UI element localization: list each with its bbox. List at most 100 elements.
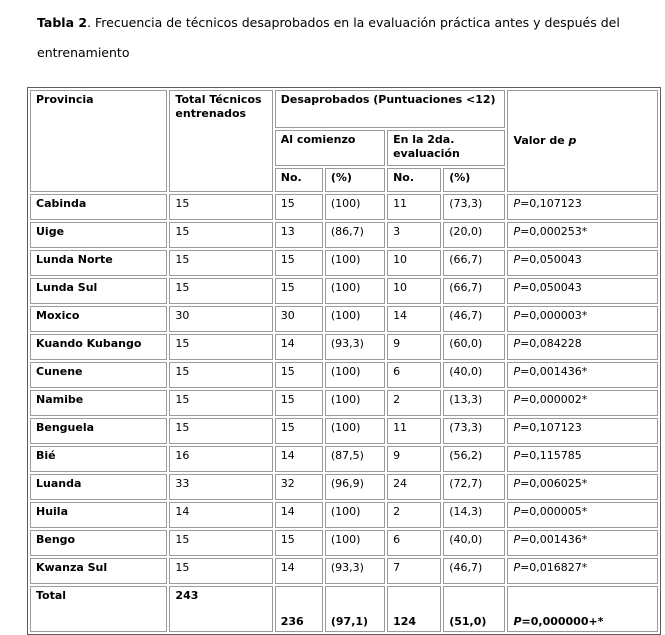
p-number: =0,000002* bbox=[520, 393, 588, 406]
p-number: =0,000005* bbox=[520, 505, 588, 518]
p-symbol: P bbox=[513, 615, 522, 628]
p-number: =0,107123 bbox=[520, 197, 582, 210]
cell-total-entrenados: 15 bbox=[169, 418, 273, 444]
cell-no-segunda: 2 bbox=[387, 502, 442, 528]
cell-no-comienzo: 15 bbox=[274, 418, 323, 444]
cell-total-entrenados: 16 bbox=[169, 446, 273, 472]
cell-pct-segunda: (46,7) bbox=[443, 306, 506, 332]
header-desaprobados: Desaprobados (Puntuaciones <12) bbox=[274, 90, 506, 128]
p-symbol: P bbox=[513, 337, 521, 350]
cell-pct-segunda: (66,7) bbox=[443, 278, 506, 304]
cell-pct-comienzo: (100) bbox=[324, 418, 386, 444]
cell-total-entrenados: 15 bbox=[169, 334, 273, 360]
header-p-symbol: p bbox=[568, 134, 577, 147]
cell-no-segunda: 10 bbox=[387, 278, 442, 304]
cell-pct-comienzo: (100) bbox=[324, 362, 386, 388]
p-symbol: P bbox=[513, 561, 521, 574]
cell-pct-comienzo: (100) bbox=[324, 278, 386, 304]
table-row: Huila 14 14 (100) 2 (14,3) P=0,000005* bbox=[30, 502, 658, 528]
cell-pct-comienzo: (100) bbox=[324, 390, 386, 416]
cell-total-entrenados: 33 bbox=[169, 474, 273, 500]
table-row: Kwanza Sul 15 14 (93,3) 7 (46,7) P=0,016… bbox=[30, 558, 658, 584]
cell-provincia: Lunda Sul bbox=[30, 278, 168, 304]
table-row: Lunda Sul 15 15 (100) 10 (66,7) P=0,0500… bbox=[30, 278, 658, 304]
cell-pct-segunda: (20,0) bbox=[443, 222, 506, 248]
cell-pct-comienzo: (100) bbox=[324, 502, 386, 528]
total-row: Total 243 236 (97,1) 124 (51,0) P=0,0000… bbox=[30, 586, 658, 632]
table-body: Cabinda 15 15 (100) 11 (73,3) P=0,107123… bbox=[30, 194, 658, 584]
header-no-segunda: No. bbox=[387, 168, 442, 192]
cell-no-segunda: 14 bbox=[387, 306, 442, 332]
cell-valor-p: P=0,001436* bbox=[507, 362, 658, 388]
p-number: =0,084228 bbox=[520, 337, 582, 350]
cell-no-comienzo: 14 bbox=[274, 334, 323, 360]
cell-valor-p: P=0,000002* bbox=[507, 390, 658, 416]
cell-valor-p: P=0,006025* bbox=[507, 474, 658, 500]
header-provincia: Provincia bbox=[30, 90, 168, 192]
header-valor-p: Valor de p bbox=[507, 90, 658, 192]
p-symbol: P bbox=[513, 225, 521, 238]
table-row: Cabinda 15 15 (100) 11 (73,3) P=0,107123 bbox=[30, 194, 658, 220]
cell-total-entrenados: 15 bbox=[169, 222, 273, 248]
cell-pct-segunda: (51,0) bbox=[443, 586, 506, 632]
cell-no-comienzo: 15 bbox=[274, 278, 323, 304]
cell-no-segunda: 6 bbox=[387, 530, 442, 556]
p-number: =0,115785 bbox=[520, 449, 582, 462]
p-number: =0,001436* bbox=[520, 365, 588, 378]
p-symbol: P bbox=[513, 309, 521, 322]
table-row: Uige 15 13 (86,7) 3 (20,0) P=0,000253* bbox=[30, 222, 658, 248]
cell-no-comienzo: 15 bbox=[274, 530, 323, 556]
cell-pct-segunda: (60,0) bbox=[443, 334, 506, 360]
cell-pct-segunda: (66,7) bbox=[443, 250, 506, 276]
table-title-label: Tabla 2 bbox=[37, 15, 88, 30]
cell-provincia: Uige bbox=[30, 222, 168, 248]
cell-valor-p: P=0,084228 bbox=[507, 334, 658, 360]
p-symbol: P bbox=[513, 281, 521, 294]
cell-total-entrenados: 15 bbox=[169, 250, 273, 276]
cell-pct-segunda: (46,7) bbox=[443, 558, 506, 584]
cell-pct-segunda: (14,3) bbox=[443, 502, 506, 528]
cell-total-entrenados: 15 bbox=[169, 530, 273, 556]
table-row: Moxico 30 30 (100) 14 (46,7) P=0,000003* bbox=[30, 306, 658, 332]
cell-provincia: Kwanza Sul bbox=[30, 558, 168, 584]
cell-no-segunda: 124 bbox=[387, 586, 442, 632]
cell-valor-p: P=0,001436* bbox=[507, 530, 658, 556]
p-number: =0,050043 bbox=[520, 253, 582, 266]
cell-pct-comienzo: (100) bbox=[324, 530, 386, 556]
cell-provincia: Namibe bbox=[30, 390, 168, 416]
cell-valor-p: P=0,016827* bbox=[507, 558, 658, 584]
cell-provincia: Benguela bbox=[30, 418, 168, 444]
p-number: =0,000000+* bbox=[521, 615, 604, 628]
cell-no-segunda: 24 bbox=[387, 474, 442, 500]
cell-valor-p: P=0,050043 bbox=[507, 278, 658, 304]
cell-total-entrenados: 15 bbox=[169, 390, 273, 416]
cell-provincia: Luanda bbox=[30, 474, 168, 500]
cell-valor-p: P=0,000005* bbox=[507, 502, 658, 528]
cell-provincia: Cabinda bbox=[30, 194, 168, 220]
cell-pct-segunda: (40,0) bbox=[443, 530, 506, 556]
cell-no-segunda: 10 bbox=[387, 250, 442, 276]
cell-pct-segunda: (13,3) bbox=[443, 390, 506, 416]
cell-no-segunda: 11 bbox=[387, 418, 442, 444]
table-row: Cunene 15 15 (100) 6 (40,0) P=0,001436* bbox=[30, 362, 658, 388]
cell-no-segunda: 7 bbox=[387, 558, 442, 584]
table-row: Benguela 15 15 (100) 11 (73,3) P=0,10712… bbox=[30, 418, 658, 444]
cell-no-comienzo: 30 bbox=[274, 306, 323, 332]
header-al-comienzo: Al comienzo bbox=[274, 130, 386, 166]
cell-valor-p: P=0,000000+* bbox=[507, 586, 658, 632]
table-title-text: . Frecuencia de técnicos desaprobados en… bbox=[37, 15, 620, 60]
cell-pct-comienzo: (87,5) bbox=[324, 446, 386, 472]
cell-pct-comienzo: (86,7) bbox=[324, 222, 386, 248]
table-row: Namibe 15 15 (100) 2 (13,3) P=0,000002* bbox=[30, 390, 658, 416]
cell-no-segunda: 2 bbox=[387, 390, 442, 416]
p-number: =0,001436* bbox=[520, 533, 588, 546]
cell-total-entrenados: 15 bbox=[169, 278, 273, 304]
cell-total-entrenados: 15 bbox=[169, 362, 273, 388]
table-row: Bié 16 14 (87,5) 9 (56,2) P=0,115785 bbox=[30, 446, 658, 472]
cell-no-comienzo: 13 bbox=[274, 222, 323, 248]
p-symbol: P bbox=[513, 449, 521, 462]
cell-pct-comienzo: (100) bbox=[324, 250, 386, 276]
header-segunda-evaluacion: En la 2da. evaluación bbox=[387, 130, 506, 166]
table-title: Tabla 2. Frecuencia de técnicos desaprob… bbox=[37, 8, 643, 68]
cell-total-entrenados: 14 bbox=[169, 502, 273, 528]
